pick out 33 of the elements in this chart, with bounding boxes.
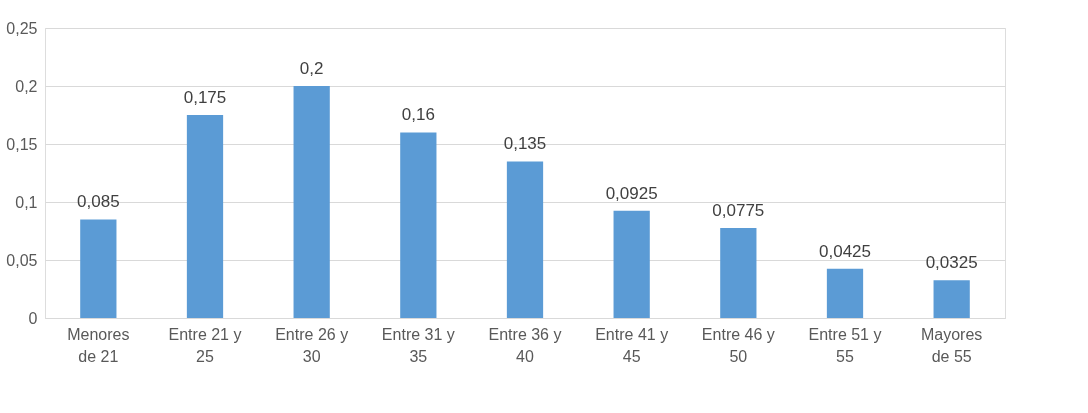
x-tick-label: Entre 51 y 55 bbox=[808, 325, 882, 365]
data-label: 0,085 bbox=[77, 192, 120, 212]
x-tick-label: Entre 46 y 50 bbox=[701, 325, 775, 365]
x-tick-label: Menores de 21 bbox=[67, 325, 130, 365]
bar bbox=[80, 219, 117, 318]
y-tick-label: 0,15 bbox=[6, 135, 38, 153]
x-tick-label: Entre 21 y 25 bbox=[168, 325, 242, 365]
bar bbox=[400, 132, 437, 318]
x-tick-label: Mayores de 55 bbox=[920, 325, 983, 365]
bar bbox=[933, 280, 970, 318]
data-label: 0,175 bbox=[183, 88, 227, 107]
data-label: 0,0775 bbox=[712, 201, 765, 221]
bar bbox=[613, 210, 650, 318]
bar bbox=[720, 228, 757, 318]
data-label: 0,0325 bbox=[925, 253, 978, 273]
x-tick-label: Entre 31 y 35 bbox=[381, 325, 455, 365]
data-label: 0,2 bbox=[299, 59, 324, 78]
x-tick-label: Entre 36 y 40 bbox=[488, 325, 562, 365]
y-tick-label: 0,25 bbox=[6, 19, 38, 37]
data-label: 0,16 bbox=[401, 105, 435, 125]
x-tick-label: Entre 41 y 45 bbox=[595, 325, 669, 365]
bar bbox=[826, 268, 864, 318]
data-label: 0,0925 bbox=[605, 183, 658, 203]
y-tick-label: 0,1 bbox=[15, 193, 38, 211]
data-label: 0,0425 bbox=[819, 241, 871, 261]
y-tick-label: 0,2 bbox=[15, 77, 38, 95]
bar bbox=[506, 161, 544, 318]
y-tick-label: 0 bbox=[28, 309, 38, 327]
data-label: 0,135 bbox=[503, 134, 547, 154]
bar bbox=[186, 115, 224, 318]
bar bbox=[293, 86, 330, 318]
y-tick-label: 0,05 bbox=[6, 251, 38, 269]
x-tick-label: Entre 26 y 30 bbox=[275, 325, 349, 365]
